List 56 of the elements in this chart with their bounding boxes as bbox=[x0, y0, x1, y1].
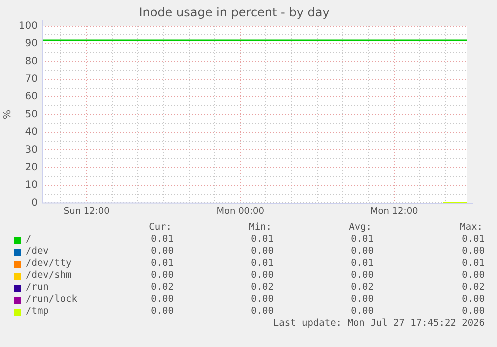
text: 0.00 bbox=[351, 270, 374, 282]
text: Cur: bbox=[149, 222, 172, 234]
text: Min: bbox=[249, 222, 272, 234]
legend-label: /dev bbox=[26, 246, 49, 258]
text: 0.00 bbox=[351, 294, 374, 306]
legend-label: /dev/shm bbox=[26, 270, 72, 282]
text: 0.00 bbox=[251, 270, 274, 282]
text: 0.00 bbox=[151, 270, 174, 282]
y-tick-label: 90 bbox=[25, 38, 38, 50]
text: 0.00 bbox=[151, 294, 174, 306]
y-tick-label: 10 bbox=[25, 180, 38, 192]
legend-label: /run/lock bbox=[26, 294, 78, 306]
text: 0.00 bbox=[462, 306, 485, 318]
text: 0.02 bbox=[251, 282, 274, 294]
y-tick-label: 70 bbox=[25, 74, 38, 86]
y-tick-label: 30 bbox=[25, 144, 38, 156]
text: 0.02 bbox=[151, 282, 174, 294]
legend-label: / bbox=[26, 234, 32, 246]
text: Avg: bbox=[349, 222, 372, 234]
legend-label: /tmp bbox=[26, 306, 49, 318]
y-tick-label: 20 bbox=[25, 162, 38, 174]
text: 0.00 bbox=[151, 306, 174, 318]
text: 0.02 bbox=[351, 282, 374, 294]
text: 0.01 bbox=[351, 234, 374, 246]
text: 0.01 bbox=[251, 234, 274, 246]
text: 0.00 bbox=[151, 246, 174, 258]
text: 0.00 bbox=[251, 294, 274, 306]
y-axis-title: % bbox=[2, 110, 14, 120]
text: 0.00 bbox=[462, 246, 485, 258]
legend-label: /dev/tty bbox=[26, 258, 72, 270]
y-tick-label: 100 bbox=[18, 20, 38, 32]
legend-label: /run bbox=[26, 282, 49, 294]
x-tick-label: Mon 00:00 bbox=[216, 206, 265, 217]
text: 0.01 bbox=[251, 258, 274, 270]
text: 0.00 bbox=[462, 270, 485, 282]
text: 0.00 bbox=[251, 246, 274, 258]
text: 0.01 bbox=[151, 234, 174, 246]
text: 0.01 bbox=[351, 258, 374, 270]
x-tick-label: Mon 12:00 bbox=[370, 206, 419, 217]
text: 0.01 bbox=[462, 234, 485, 246]
text: Max: bbox=[460, 222, 483, 234]
text: 0.00 bbox=[462, 294, 485, 306]
x-tick-label: Sun 12:00 bbox=[64, 206, 110, 217]
text: 0.00 bbox=[351, 306, 374, 318]
text: 0.02 bbox=[462, 282, 485, 294]
text: 0.01 bbox=[151, 258, 174, 270]
text: 0.00 bbox=[251, 306, 274, 318]
y-tick-label: 80 bbox=[25, 56, 38, 68]
y-tick-label: 60 bbox=[25, 92, 38, 103]
text: 0.00 bbox=[351, 246, 374, 258]
y-tick-label: 50 bbox=[25, 109, 38, 120]
text: Last update: Mon Jul 27 17:45:22 2026 bbox=[273, 318, 485, 330]
text: 0.01 bbox=[462, 258, 485, 270]
y-tick-label: 0 bbox=[32, 198, 38, 209]
chart-title: Inode usage in percent - by day bbox=[139, 5, 330, 20]
y-tick-label: 40 bbox=[25, 127, 38, 138]
